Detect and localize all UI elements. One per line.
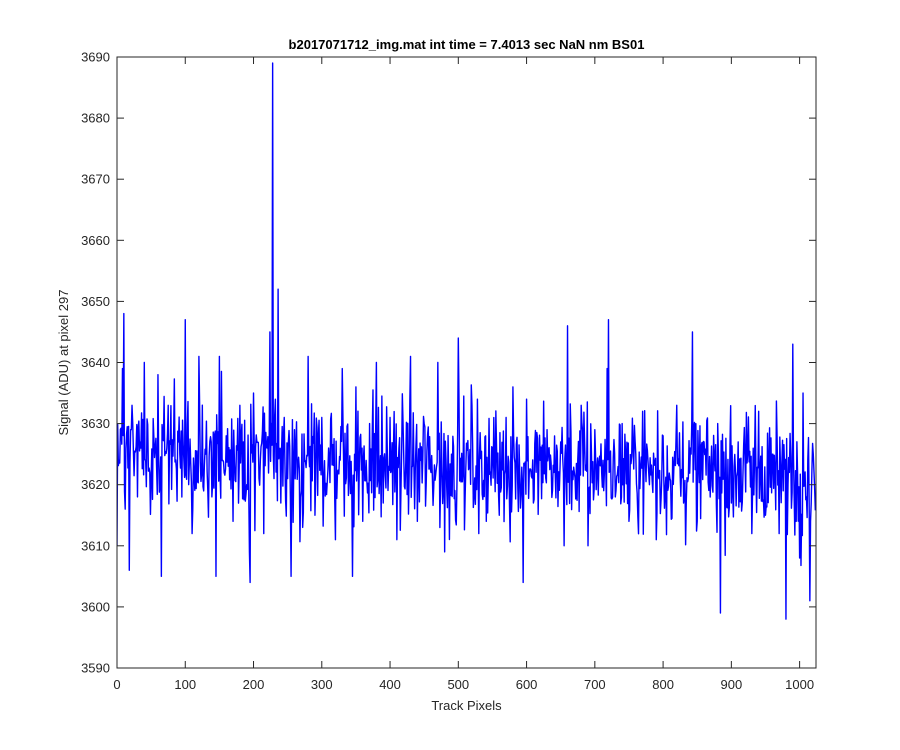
signal-series-line xyxy=(117,62,816,620)
y-tick-label: 3650 xyxy=(81,294,110,309)
x-tick-label: 300 xyxy=(311,677,333,692)
x-tick-label: 0 xyxy=(113,677,120,692)
y-tick-label: 3620 xyxy=(81,477,110,492)
series-layer xyxy=(117,62,816,620)
x-tick-label: 500 xyxy=(447,677,469,692)
x-tick-label: 900 xyxy=(721,677,743,692)
y-tick-label: 3600 xyxy=(81,599,110,614)
x-tick-label: 700 xyxy=(584,677,606,692)
x-tick-label: 400 xyxy=(379,677,401,692)
y-tick-label: 3640 xyxy=(81,355,110,370)
x-tick-label: 800 xyxy=(652,677,674,692)
x-axis-label: Track Pixels xyxy=(431,698,502,713)
x-tick-label: 1000 xyxy=(785,677,814,692)
y-tick-label: 3680 xyxy=(81,111,110,126)
y-tick-label: 3590 xyxy=(81,661,110,676)
x-tick-label: 600 xyxy=(516,677,538,692)
plot-area xyxy=(117,57,816,668)
chart-title: b2017071712_img.mat int time = 7.4013 se… xyxy=(289,37,645,52)
y-axis: 3590 3600 3610 3620 3630 3640 3650 3660 3670 3680… xyxy=(81,50,816,676)
y-tick-label: 3630 xyxy=(81,416,110,431)
x-tick-label: 200 xyxy=(243,677,265,692)
y-axis-label: Signal (ADU) at pixel 297 xyxy=(56,290,71,436)
y-tick-label: 3610 xyxy=(81,538,110,553)
y-tick-label: 3690 xyxy=(81,50,110,65)
x-tick-label: 100 xyxy=(174,677,196,692)
y-tick-label: 3660 xyxy=(81,233,110,248)
plot-frame xyxy=(116,56,817,669)
x-axis: 0 100 200 300 400 500 600 700 800 900 1000 xyxy=(113,57,814,692)
y-tick-label: 3670 xyxy=(81,172,110,187)
